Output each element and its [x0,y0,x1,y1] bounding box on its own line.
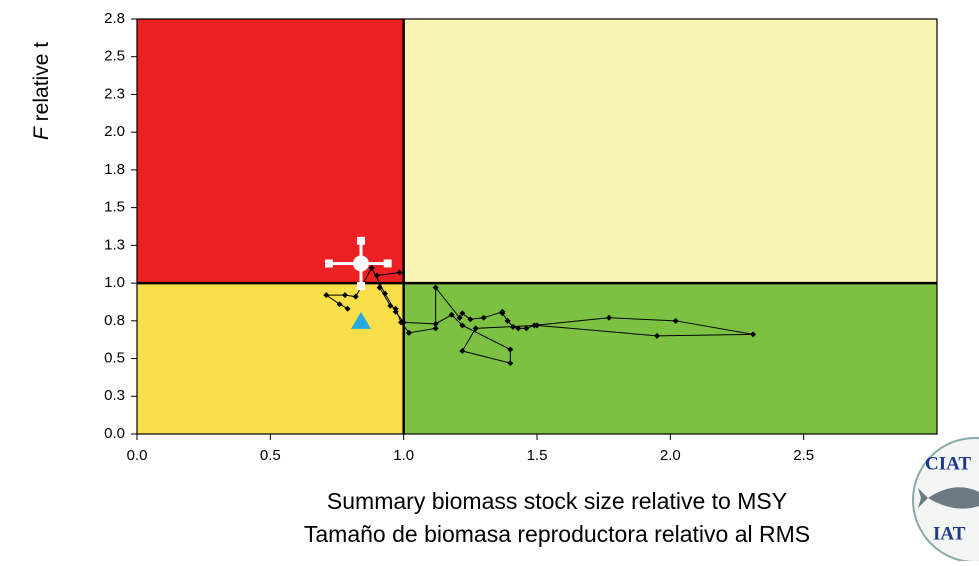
plot-area [136,18,938,435]
x-tick-label: 2.0 [660,447,681,464]
trajectory-point [504,317,511,324]
trajectory-point [344,305,351,312]
trajectory-point [376,284,383,291]
trajectory-point [400,319,407,326]
trajectory-point [515,325,522,332]
y-tick-label: 2.3 [104,85,125,102]
trajectory-point [480,314,487,321]
current-point [353,255,369,272]
quadrant [403,19,938,284]
trajectory-point [374,272,380,279]
y-tick-label: 1.3 [104,236,125,253]
trajectory-point [406,329,412,336]
error-cap [325,259,333,268]
y-tick-label: 0.5 [104,350,125,367]
x-axis-label: Summary biomass stock size relative to M… [327,488,787,514]
trajectory-point [392,308,399,315]
error-cap [383,259,392,268]
trajectory-point [467,316,474,323]
trajectory-point [396,269,403,276]
trajectory-point [523,325,530,332]
trajectory-point [654,332,660,339]
trajectory-point [336,301,343,308]
trajectory-point [750,331,756,338]
trajectory-point [432,320,439,327]
quadrant [137,283,404,434]
error-cap [357,236,365,245]
logo-fish [918,487,979,509]
trajectory-point [672,317,679,324]
trajectory-point [432,325,439,332]
y-label-symbol: F [30,126,53,140]
trajectory-point [342,292,348,299]
trajectory-point [606,314,612,321]
trajectory-point [323,292,330,299]
y-tick-label: 0.0 [104,425,125,442]
logo-text: CIAT [925,453,971,474]
logo-text: IAT [933,523,966,544]
reference-point [351,311,371,329]
y-tick-label: 0.3 [104,387,125,404]
x-axis-label: Tamaño de biomasa reproductora relativo … [304,521,810,547]
quadrant [403,283,938,434]
y-tick-label: 0.8 [104,312,125,329]
x-tick-label: 1.0 [393,447,414,464]
y-tick-label: 1.5 [104,199,125,216]
trajectory-point [459,310,466,317]
trajectory-point [368,265,375,271]
y-tick-label: 2.5 [104,48,125,65]
trajectory-point [510,323,516,330]
trajectory-point [459,322,466,329]
trajectory-point [459,348,466,354]
y-tick-label: 1.0 [104,274,125,291]
trajectory-point [382,290,388,297]
y-tick-label: 2.8 [104,10,125,27]
trajectory-point [534,322,540,329]
trajectory-point [392,305,399,312]
trajectory-point [387,302,394,309]
trajectory-point [456,314,463,321]
trajectory-point [499,310,506,317]
x-tick-label: 1.5 [527,447,548,464]
x-tick-label: 0.5 [260,447,281,464]
error-cap [357,282,365,291]
y-axis-label: F relative t [30,42,53,140]
trajectory-point [507,346,514,353]
trajectory-point [352,293,359,300]
trajectory-point [448,311,455,318]
trajectory-point [472,325,479,332]
x-tick-label: 0.0 [127,447,148,464]
trajectory-point [432,284,439,291]
y-label-text: relative t [30,42,53,122]
logo: CIAT IAT [912,437,979,563]
y-tick-label: 2.0 [104,123,125,140]
x-tick-label: 2.5 [793,447,814,464]
trajectory-point [507,360,514,367]
y-tick-label: 1.8 [104,161,125,178]
